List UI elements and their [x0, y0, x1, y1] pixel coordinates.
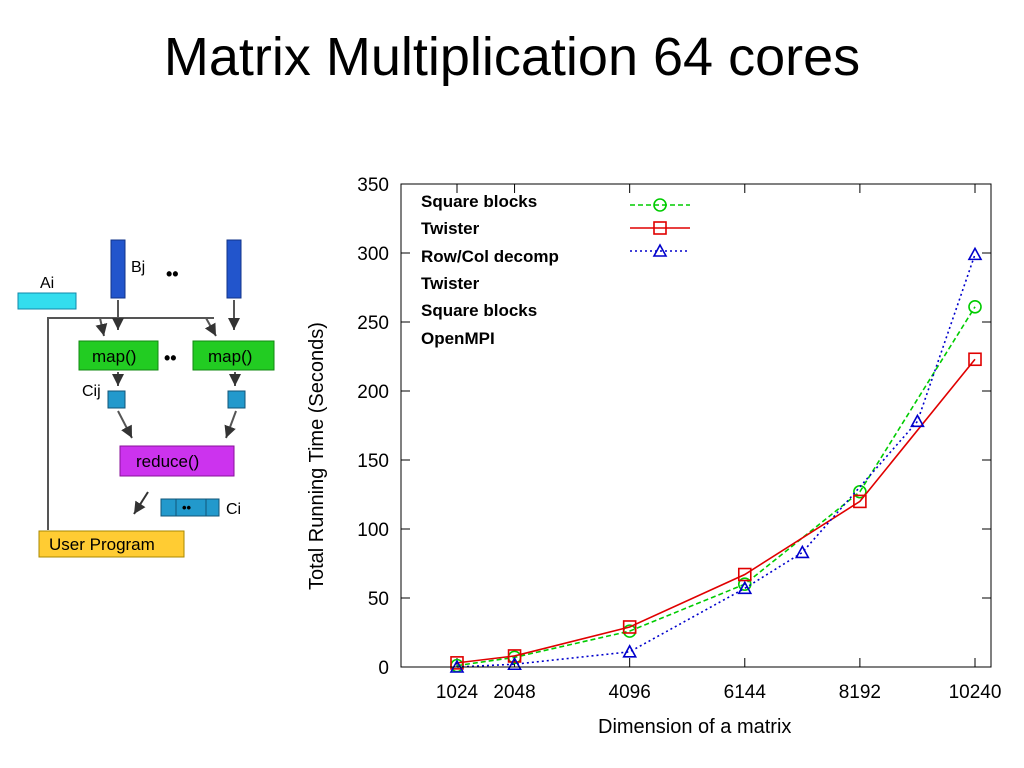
data-point-square [507, 649, 522, 663]
legend-line-4: Twister [421, 274, 480, 293]
data-point-triangle [507, 656, 522, 671]
x-tick-label: 10240 [949, 682, 1002, 703]
data-point-triangle [737, 580, 753, 595]
data-point-circle [737, 577, 752, 592]
c-block-1 [107, 390, 126, 409]
slide-title: Matrix Multiplication 64 cores [163, 27, 861, 87]
map-box-2 [192, 340, 275, 371]
map-dots: •• [164, 348, 177, 368]
arrow-a-map2 [204, 317, 217, 337]
legend-line-1: Square blocks [421, 192, 538, 211]
y-tick-label: 200 [357, 382, 389, 403]
map-box-1 [78, 340, 159, 371]
y-tick-label: 250 [357, 313, 389, 334]
x-tick-label: 4096 [609, 682, 651, 703]
ci-label: Ci [226, 501, 241, 518]
c-block-2 [227, 390, 246, 409]
b-block-2 [226, 239, 242, 299]
user-program-box [38, 530, 185, 558]
y-tick-label: 150 [357, 451, 389, 472]
data-point-circle [653, 198, 667, 212]
map-label-2: map() [208, 347, 252, 366]
x-tick-label: 6144 [724, 682, 767, 703]
series-line-2 [456, 358, 976, 664]
arrow-c2-reduce [224, 410, 237, 439]
data-point-square [622, 620, 637, 634]
a-block [17, 292, 77, 310]
data-point-square [737, 567, 752, 582]
x-tick-label: 2048 [493, 682, 535, 703]
data-point-triangle [622, 644, 638, 658]
y-tick-label: 350 [357, 175, 389, 196]
data-point-square [853, 494, 867, 509]
y-tick-label: 300 [357, 244, 389, 265]
data-point-square [653, 221, 667, 235]
b-dots: •• [166, 264, 179, 284]
map-label-1: map() [92, 347, 136, 366]
legend-line-6: OpenMPI [421, 329, 495, 348]
plot-frame [400, 183, 992, 668]
c-label: Cij [82, 383, 101, 400]
legend-line-3: Row/Col decomp [421, 247, 559, 266]
data-point-triangle [652, 243, 668, 257]
y-tick-label: 100 [357, 520, 389, 541]
reduce-label: reduce() [136, 452, 199, 471]
x-tick-label: 1024 [436, 682, 479, 703]
b-label: Bj [131, 259, 145, 276]
y-tick-label: 0 [378, 658, 389, 679]
legend-line-5: Square blocks [421, 301, 538, 320]
y-tick-label: 50 [368, 589, 389, 610]
user-program-label: User Program [49, 535, 155, 554]
legend-line-2: Twister [421, 219, 480, 238]
data-point-square [968, 352, 982, 367]
b-block-1 [110, 239, 126, 299]
arrow-a-map1 [95, 317, 108, 337]
arrow-c1-reduce [117, 410, 133, 439]
reduce-box [119, 445, 235, 477]
data-point-triangle [794, 544, 810, 559]
data-point-triangle [967, 246, 983, 261]
a-label: Ai [40, 275, 54, 292]
ci-dots: •• [182, 500, 192, 515]
feedback-line [47, 317, 214, 530]
data-point-circle [968, 300, 982, 314]
arrow-reduce-ci [133, 491, 149, 515]
data-point-square [450, 656, 464, 670]
data-point-triangle [910, 413, 925, 428]
x-tick-label: 8192 [839, 682, 881, 703]
series-line-1 [456, 306, 976, 667]
x-axis-label: Dimension of a matrix [598, 716, 792, 738]
y-axis-label: Total Running Time (Seconds) [306, 322, 328, 590]
